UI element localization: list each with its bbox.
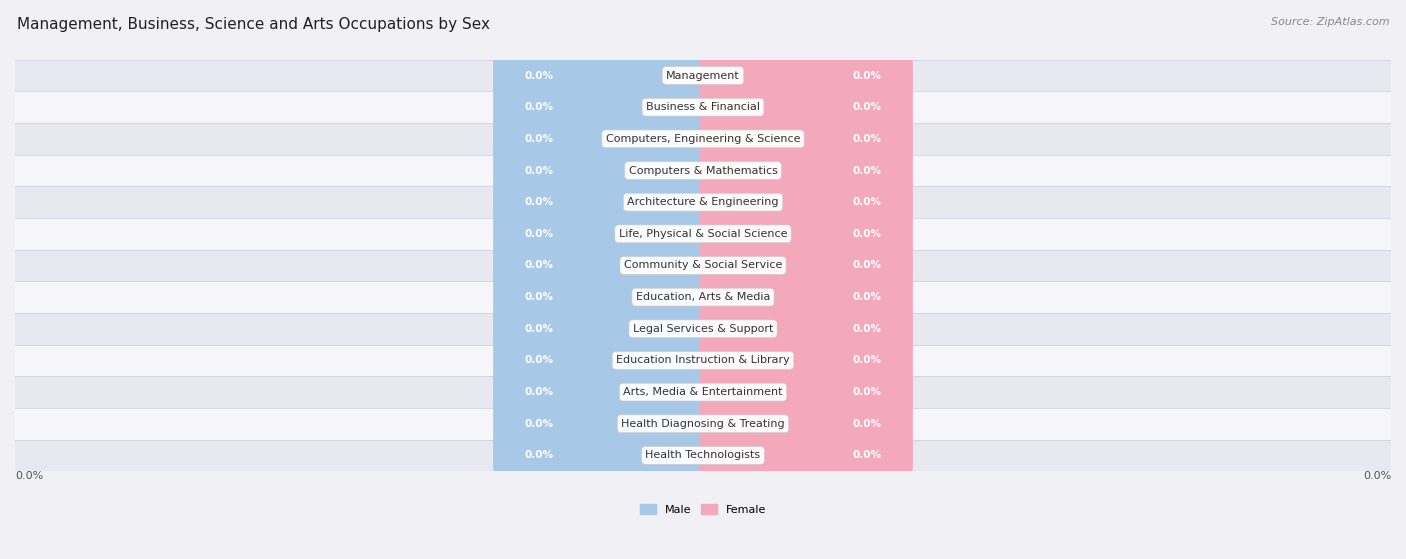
Text: 0.0%: 0.0% <box>1362 471 1391 481</box>
Text: 0.0%: 0.0% <box>15 471 44 481</box>
Legend: Male, Female: Male, Female <box>636 500 770 519</box>
Bar <box>15 155 1391 186</box>
Text: 0.0%: 0.0% <box>524 165 553 176</box>
FancyBboxPatch shape <box>700 430 912 481</box>
FancyBboxPatch shape <box>494 208 706 259</box>
FancyBboxPatch shape <box>700 335 912 386</box>
Text: 0.0%: 0.0% <box>853 197 882 207</box>
Text: Life, Physical & Social Science: Life, Physical & Social Science <box>619 229 787 239</box>
Bar <box>15 439 1391 471</box>
Text: 0.0%: 0.0% <box>853 451 882 461</box>
Text: 0.0%: 0.0% <box>853 419 882 429</box>
Text: 0.0%: 0.0% <box>524 134 553 144</box>
FancyBboxPatch shape <box>494 367 706 418</box>
Text: 0.0%: 0.0% <box>853 387 882 397</box>
Bar <box>15 376 1391 408</box>
Text: 0.0%: 0.0% <box>524 387 553 397</box>
Text: Computers & Mathematics: Computers & Mathematics <box>628 165 778 176</box>
FancyBboxPatch shape <box>494 430 706 481</box>
Bar <box>15 60 1391 91</box>
Text: 0.0%: 0.0% <box>853 356 882 366</box>
FancyBboxPatch shape <box>494 303 706 354</box>
Bar <box>15 123 1391 155</box>
Bar <box>15 91 1391 123</box>
Text: 0.0%: 0.0% <box>853 70 882 80</box>
Text: 0.0%: 0.0% <box>524 324 553 334</box>
Text: 0.0%: 0.0% <box>524 419 553 429</box>
Bar <box>15 281 1391 313</box>
Text: Health Technologists: Health Technologists <box>645 451 761 461</box>
Bar <box>15 218 1391 250</box>
FancyBboxPatch shape <box>494 145 706 196</box>
Text: 0.0%: 0.0% <box>853 165 882 176</box>
Text: Architecture & Engineering: Architecture & Engineering <box>627 197 779 207</box>
Text: 0.0%: 0.0% <box>853 229 882 239</box>
Text: Arts, Media & Entertainment: Arts, Media & Entertainment <box>623 387 783 397</box>
Text: Business & Financial: Business & Financial <box>645 102 761 112</box>
FancyBboxPatch shape <box>700 208 912 259</box>
Text: 0.0%: 0.0% <box>853 102 882 112</box>
FancyBboxPatch shape <box>494 272 706 323</box>
Bar <box>15 344 1391 376</box>
FancyBboxPatch shape <box>700 50 912 101</box>
Bar <box>15 250 1391 281</box>
FancyBboxPatch shape <box>494 240 706 291</box>
Text: 0.0%: 0.0% <box>524 70 553 80</box>
FancyBboxPatch shape <box>494 50 706 101</box>
Text: 0.0%: 0.0% <box>524 197 553 207</box>
Text: 0.0%: 0.0% <box>853 134 882 144</box>
FancyBboxPatch shape <box>494 335 706 386</box>
FancyBboxPatch shape <box>700 145 912 196</box>
FancyBboxPatch shape <box>700 398 912 449</box>
Text: Source: ZipAtlas.com: Source: ZipAtlas.com <box>1271 17 1389 27</box>
Text: 0.0%: 0.0% <box>853 324 882 334</box>
Text: 0.0%: 0.0% <box>524 451 553 461</box>
Text: Education Instruction & Library: Education Instruction & Library <box>616 356 790 366</box>
Text: Management: Management <box>666 70 740 80</box>
FancyBboxPatch shape <box>700 113 912 164</box>
Text: Health Diagnosing & Treating: Health Diagnosing & Treating <box>621 419 785 429</box>
Text: Community & Social Service: Community & Social Service <box>624 260 782 271</box>
FancyBboxPatch shape <box>700 303 912 354</box>
Text: 0.0%: 0.0% <box>524 292 553 302</box>
Text: 0.0%: 0.0% <box>524 356 553 366</box>
FancyBboxPatch shape <box>494 113 706 164</box>
Text: 0.0%: 0.0% <box>524 229 553 239</box>
Text: 0.0%: 0.0% <box>524 102 553 112</box>
Text: Management, Business, Science and Arts Occupations by Sex: Management, Business, Science and Arts O… <box>17 17 489 32</box>
FancyBboxPatch shape <box>700 367 912 418</box>
FancyBboxPatch shape <box>494 177 706 228</box>
Text: 0.0%: 0.0% <box>853 260 882 271</box>
FancyBboxPatch shape <box>494 398 706 449</box>
FancyBboxPatch shape <box>700 272 912 323</box>
Text: 0.0%: 0.0% <box>853 292 882 302</box>
Text: Education, Arts & Media: Education, Arts & Media <box>636 292 770 302</box>
Text: Computers, Engineering & Science: Computers, Engineering & Science <box>606 134 800 144</box>
Bar <box>15 408 1391 439</box>
FancyBboxPatch shape <box>700 240 912 291</box>
Bar <box>15 313 1391 344</box>
Text: Legal Services & Support: Legal Services & Support <box>633 324 773 334</box>
Text: 0.0%: 0.0% <box>524 260 553 271</box>
FancyBboxPatch shape <box>700 177 912 228</box>
FancyBboxPatch shape <box>700 82 912 133</box>
Bar <box>15 186 1391 218</box>
FancyBboxPatch shape <box>494 82 706 133</box>
